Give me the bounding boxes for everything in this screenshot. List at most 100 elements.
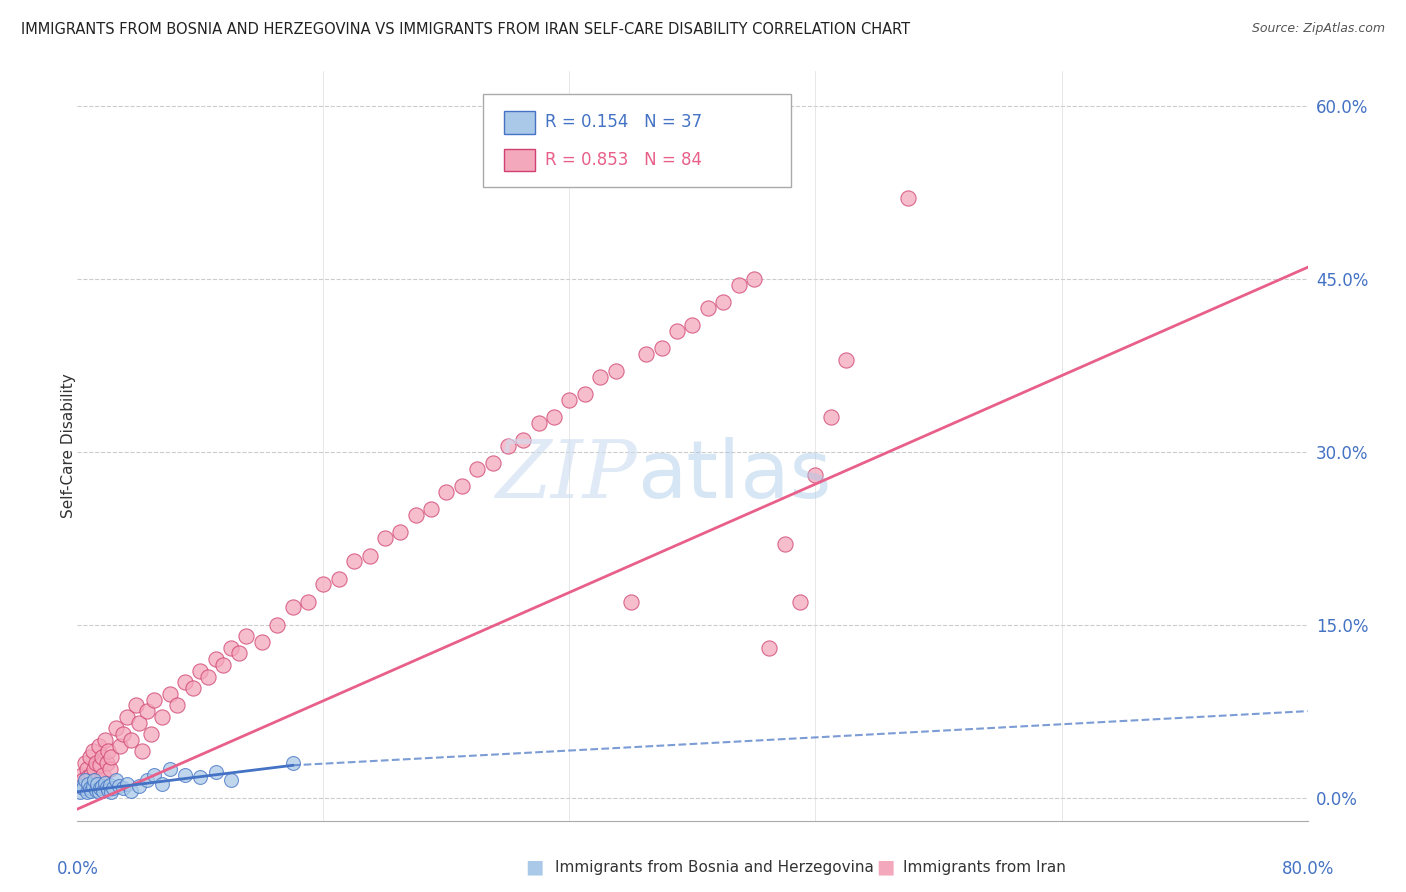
Text: IMMIGRANTS FROM BOSNIA AND HERZEGOVINA VS IMMIGRANTS FROM IRAN SELF-CARE DISABIL: IMMIGRANTS FROM BOSNIA AND HERZEGOVINA V… <box>21 22 910 37</box>
Point <box>574 387 596 401</box>
Point <box>120 733 142 747</box>
Point <box>711 294 734 309</box>
Point <box>90 750 114 764</box>
Text: atlas: atlas <box>637 437 831 515</box>
Point <box>436 485 458 500</box>
Point <box>83 762 105 776</box>
Point <box>115 710 138 724</box>
Point <box>80 783 103 797</box>
Point <box>512 434 534 448</box>
Point <box>112 727 135 741</box>
Point <box>636 347 658 361</box>
Point <box>250 635 273 649</box>
Point <box>605 364 627 378</box>
Point <box>101 781 124 796</box>
Point <box>104 722 127 736</box>
Point <box>69 785 91 799</box>
Point <box>110 739 132 753</box>
Point <box>450 479 472 493</box>
Point <box>835 352 858 367</box>
Point <box>166 698 188 713</box>
Point <box>389 525 412 540</box>
Point <box>150 777 173 791</box>
Point <box>97 782 120 797</box>
Point <box>174 675 197 690</box>
Point <box>93 767 115 781</box>
Point <box>125 698 148 713</box>
Point <box>281 600 304 615</box>
Point <box>84 782 107 797</box>
Point <box>79 781 101 796</box>
Point <box>727 277 749 292</box>
Point <box>112 781 135 796</box>
FancyBboxPatch shape <box>484 94 792 187</box>
Point <box>159 762 181 776</box>
Point <box>141 727 163 741</box>
Point <box>666 324 689 338</box>
Point <box>312 577 335 591</box>
Point <box>188 664 212 678</box>
Point <box>804 467 827 482</box>
Point <box>96 780 118 795</box>
Text: ■: ■ <box>524 857 544 877</box>
Point <box>150 710 173 724</box>
Text: ■: ■ <box>876 857 896 877</box>
Point <box>94 775 117 789</box>
Point <box>682 318 704 332</box>
Point <box>96 756 118 770</box>
Point <box>359 549 381 563</box>
Point <box>219 640 242 655</box>
Text: 0.0%: 0.0% <box>56 860 98 878</box>
Point <box>120 783 142 797</box>
Point <box>496 439 519 453</box>
Text: ZIP: ZIP <box>495 437 637 515</box>
Point <box>789 594 811 608</box>
Point <box>527 416 550 430</box>
Point <box>76 762 98 776</box>
Point <box>90 779 114 793</box>
Point <box>128 715 150 730</box>
Point <box>97 744 120 758</box>
Point <box>897 191 920 205</box>
Point <box>131 744 153 758</box>
Point <box>481 456 503 470</box>
Point <box>135 704 157 718</box>
Point <box>174 767 197 781</box>
Point <box>197 669 219 683</box>
Point <box>143 692 166 706</box>
Point <box>72 773 94 788</box>
Point <box>98 778 121 792</box>
Point <box>89 758 111 772</box>
Point <box>204 765 226 780</box>
Point <box>76 785 98 799</box>
Point <box>297 594 319 608</box>
Point <box>219 773 242 788</box>
Point <box>108 779 131 793</box>
Point <box>100 750 122 764</box>
Point <box>143 767 166 781</box>
Point <box>188 770 212 784</box>
Point <box>742 272 765 286</box>
Point <box>204 652 226 666</box>
Point <box>93 783 115 797</box>
Point <box>82 779 104 793</box>
Point <box>79 750 101 764</box>
Bar <box>505 112 536 134</box>
Point <box>181 681 204 695</box>
Point <box>343 554 366 568</box>
Point <box>72 781 94 796</box>
Point <box>212 658 235 673</box>
Point <box>405 508 427 523</box>
Point <box>620 594 643 608</box>
Point <box>266 617 288 632</box>
Text: R = 0.853   N = 84: R = 0.853 N = 84 <box>546 151 702 169</box>
Point <box>115 777 138 791</box>
Point <box>558 392 581 407</box>
Point <box>77 777 100 791</box>
Text: Immigrants from Bosnia and Herzegovina: Immigrants from Bosnia and Herzegovina <box>555 860 875 874</box>
Point <box>374 531 396 545</box>
Point <box>83 773 105 788</box>
Y-axis label: Self-Care Disability: Self-Care Disability <box>62 374 76 518</box>
Point <box>589 369 612 384</box>
Point <box>420 502 443 516</box>
